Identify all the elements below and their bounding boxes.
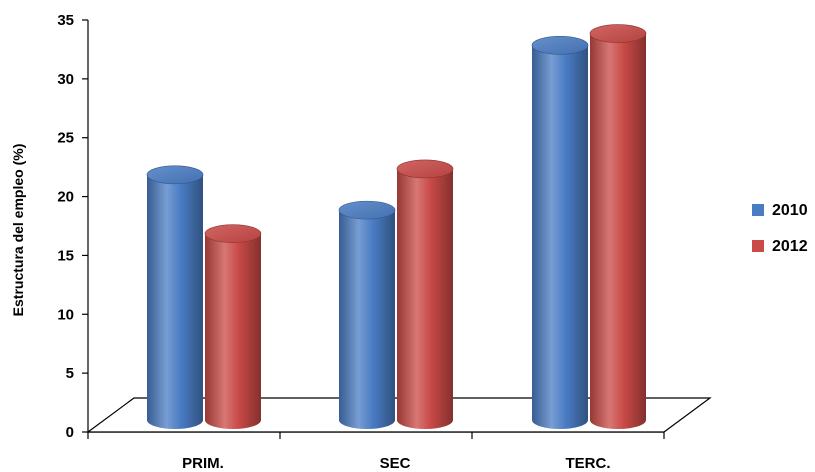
bar-2010-SEC: [338, 200, 396, 429]
bar-body: [397, 168, 453, 429]
legend-label-2012: 2012: [772, 238, 808, 255]
bar-top: [146, 165, 204, 185]
bar-top: [396, 159, 454, 179]
bar-body: [147, 174, 203, 429]
bar-body: [205, 233, 261, 429]
y-tick-label: 25: [57, 130, 74, 147]
bar-top: [338, 200, 396, 220]
bar-2012-SEC: [396, 159, 454, 429]
y-tick-label: 15: [57, 247, 74, 264]
bar-top: [204, 224, 262, 243]
bar-2012-TERC.: [589, 24, 647, 430]
y-tick-label: 20: [57, 189, 74, 206]
x-category-label: SEC: [380, 455, 411, 472]
bar-body: [339, 210, 395, 429]
bar-body: [590, 33, 646, 430]
bar-top: [531, 36, 589, 55]
bar-top: [589, 24, 647, 43]
legend-label-2010: 2010: [772, 202, 808, 219]
x-category-label: TERC.: [566, 455, 611, 472]
y-tick-label: 10: [57, 306, 74, 323]
y-tick-label: 0: [66, 424, 74, 441]
legend-swatch-2012: [752, 240, 764, 252]
bar-2010-TERC.: [531, 36, 589, 430]
y-tick-label: 5: [66, 365, 74, 382]
axis-labels: 0 5 10 15 20 25 30 35 PRIM. SEC TERC.: [57, 12, 610, 472]
bar-2012-PRIM.: [204, 224, 262, 429]
legend-swatch-2010: [752, 204, 764, 216]
x-category-label: PRIM.: [182, 455, 224, 472]
y-axis-title: Estructura del empleo (%): [10, 144, 26, 317]
y-tick-label: 35: [57, 12, 74, 29]
bars: [146, 24, 647, 430]
legend: 2010 2012: [752, 202, 808, 255]
bar-2010-PRIM.: [146, 165, 204, 429]
bar-body: [532, 45, 588, 430]
y-tick-label: 30: [57, 71, 74, 88]
